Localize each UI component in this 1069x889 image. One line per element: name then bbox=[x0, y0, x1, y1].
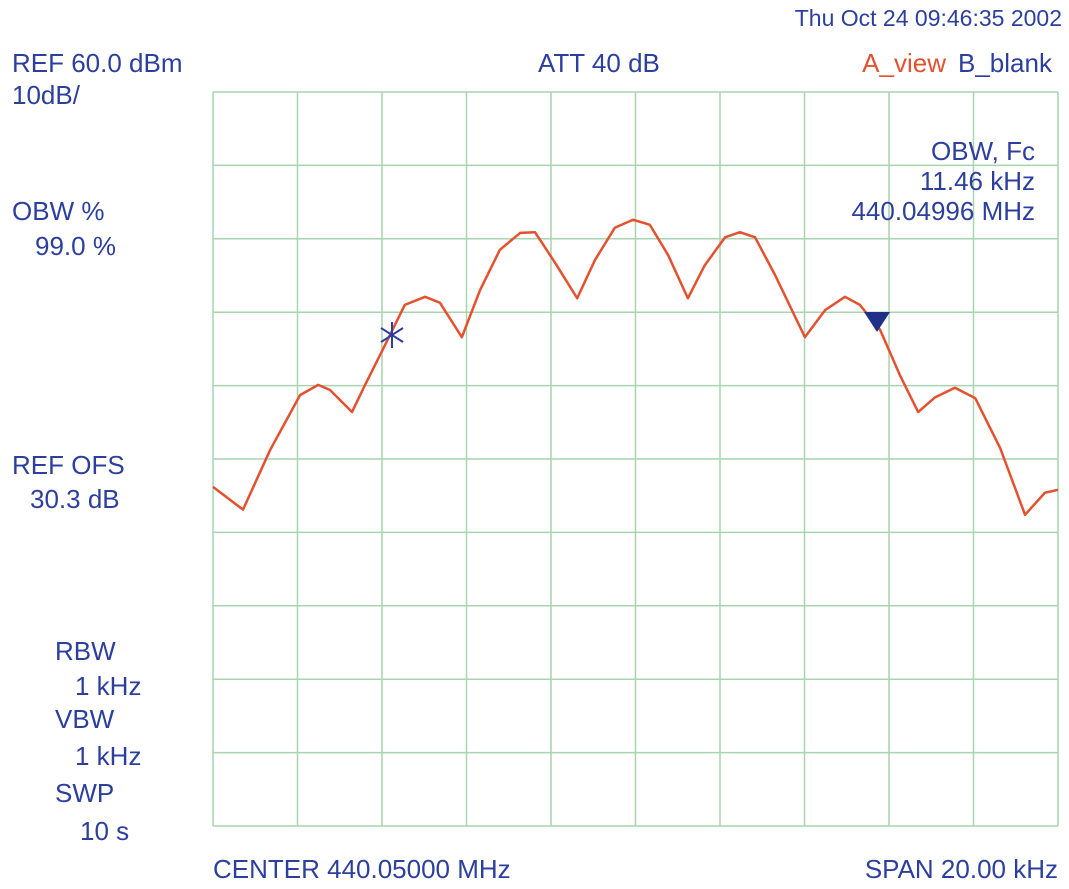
annotation: 440.04996 MHz bbox=[851, 196, 1035, 226]
annotation: 1 kHz bbox=[75, 741, 141, 771]
annotation: OBW % bbox=[12, 196, 104, 226]
annotation: 30.3 dB bbox=[30, 484, 120, 514]
annotation: 10 s bbox=[80, 816, 129, 846]
annotation: REF 60.0 dBm bbox=[12, 48, 183, 78]
trace bbox=[212, 218, 1059, 517]
annotation: SPAN 20.00 kHz bbox=[865, 854, 1058, 884]
annotation: B_blank bbox=[958, 48, 1053, 78]
annotation: VBW bbox=[55, 704, 115, 734]
marker-triangle bbox=[864, 312, 890, 332]
annotation: 99.0 % bbox=[35, 231, 116, 261]
annotation: A_view bbox=[862, 48, 946, 78]
annotation: 10dB/ bbox=[12, 80, 81, 110]
annotation: OBW, Fc bbox=[931, 136, 1035, 166]
annotation: CENTER 440.05000 MHz bbox=[213, 854, 511, 884]
marker-asterisk bbox=[380, 322, 404, 348]
annotation: RBW bbox=[55, 636, 116, 666]
annotation: Thu Oct 24 09:46:35 2002 bbox=[795, 5, 1062, 31]
annotation: 11.46 kHz bbox=[920, 166, 1035, 196]
asterisk-stroke bbox=[380, 327, 404, 343]
annotation: ATT 40 dB bbox=[538, 48, 660, 78]
annotation: REF OFS bbox=[12, 450, 125, 480]
annotation: SWP bbox=[55, 778, 114, 808]
annotation: 1 kHz bbox=[75, 671, 141, 701]
